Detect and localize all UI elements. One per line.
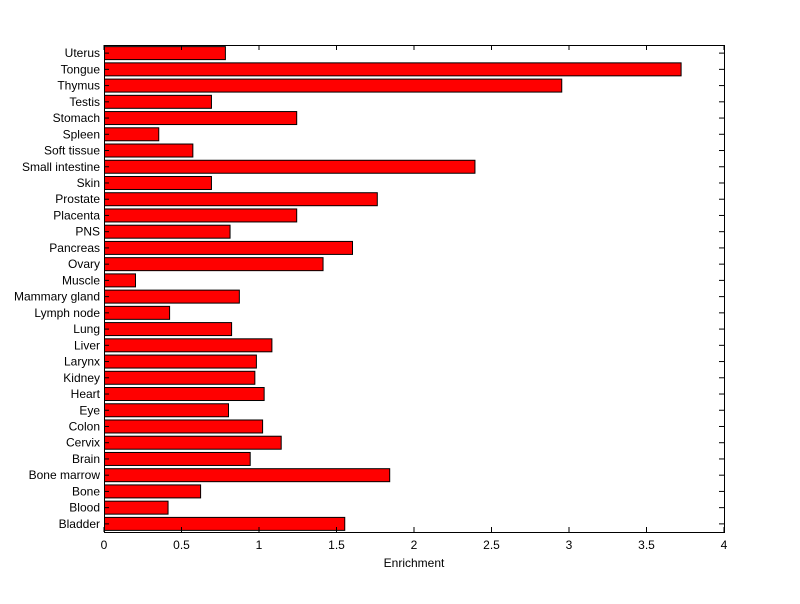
y-tick-label-pns: PNS <box>75 225 100 239</box>
y-tick-label-uterus: Uterus <box>65 46 100 60</box>
plot-frame <box>104 45 725 533</box>
bar-small-intestine <box>104 159 476 174</box>
y-tick-label-testis: Testis <box>69 95 100 109</box>
y-tick-label-colon: Colon <box>69 419 100 433</box>
x-tick-label-3-5: 3.5 <box>638 538 655 552</box>
y-tick-label-tongue: Tongue <box>61 62 101 76</box>
bar-testis <box>104 94 212 109</box>
bar-muscle <box>104 273 136 288</box>
x-tick-label-3: 3 <box>566 538 573 552</box>
bar-larynx <box>104 354 257 369</box>
bar-lung <box>104 322 233 337</box>
bar-kidney <box>104 370 256 385</box>
bar-cervix <box>104 435 282 450</box>
x-tick-label-0-5: 0.5 <box>173 538 190 552</box>
bar-spleen <box>104 127 160 142</box>
bar-tongue <box>104 62 682 77</box>
y-tick-label-thymus: Thymus <box>57 79 100 93</box>
bar-bladder <box>104 516 346 531</box>
y-tick-label-muscle: Muscle <box>62 273 100 287</box>
y-tick-label-soft-tissue: Soft tissue <box>44 144 100 158</box>
bar-placenta <box>104 208 298 223</box>
bar-mammary-gland <box>104 289 240 304</box>
bar-soft-tissue <box>104 143 194 158</box>
y-tick-label-larynx: Larynx <box>64 355 100 369</box>
labels-layer: Bladder Blood Bone Bone marrow Brain Cervix Co… <box>14 46 728 552</box>
bar-colon <box>104 419 264 434</box>
y-tick-label-pancreas: Pancreas <box>49 241 100 255</box>
bar-ovary <box>104 257 324 272</box>
bar-uterus <box>104 46 226 61</box>
bar-pns <box>104 224 231 239</box>
y-tick-label-skin: Skin <box>77 176 100 190</box>
y-tick-label-placenta: Placenta <box>53 208 100 222</box>
y-tick-label-eye: Eye <box>79 403 100 417</box>
bar-stomach <box>104 111 298 126</box>
bar-bone <box>104 484 202 499</box>
bar-lymph-node <box>104 305 171 320</box>
y-tick-label-lymph-node: Lymph node <box>34 306 100 320</box>
bar-brain <box>104 451 251 466</box>
bars-layer <box>104 46 682 531</box>
y-tick-label-liver: Liver <box>74 338 100 352</box>
bar-heart <box>104 387 265 402</box>
x-axis-label: Enrichment <box>384 556 445 570</box>
x-tick-label-1-5: 1.5 <box>328 538 345 552</box>
y-tick-label-prostate: Prostate <box>55 192 100 206</box>
y-tick-label-stomach: Stomach <box>53 111 100 125</box>
bar-eye <box>104 403 229 418</box>
bar-prostate <box>104 192 378 207</box>
x-tick-label-2: 2 <box>411 538 418 552</box>
y-tick-label-mammary-gland: Mammary gland <box>14 290 100 304</box>
bar-blood <box>104 500 169 515</box>
y-tick-label-ovary: Ovary <box>68 257 100 271</box>
y-tick-label-lung: Lung <box>73 322 100 336</box>
bar-bone-marrow <box>104 468 391 483</box>
bar-skin <box>104 175 212 190</box>
x-tick-label-1: 1 <box>256 538 263 552</box>
y-tick-label-spleen: Spleen <box>63 127 100 141</box>
y-tick-label-bone-marrow: Bone marrow <box>29 468 101 482</box>
bar-thymus <box>104 78 563 93</box>
x-tick-label-4: 4 <box>721 538 728 552</box>
bar-liver <box>104 338 273 353</box>
x-tick-label-0: 0 <box>101 538 108 552</box>
y-tick-label-blood: Blood <box>69 501 100 515</box>
y-tick-label-heart: Heart <box>71 387 101 401</box>
y-tick-label-bladder: Bladder <box>59 517 100 531</box>
y-tick-label-brain: Brain <box>72 452 100 466</box>
x-tick-label-2-5: 2.5 <box>483 538 500 552</box>
y-tick-label-bone: Bone <box>72 484 100 498</box>
y-tick-label-small-intestine: Small intestine <box>22 160 100 174</box>
bar-pancreas <box>104 240 353 255</box>
y-tick-label-cervix: Cervix <box>66 436 100 450</box>
y-tick-label-kidney: Kidney <box>63 371 100 385</box>
